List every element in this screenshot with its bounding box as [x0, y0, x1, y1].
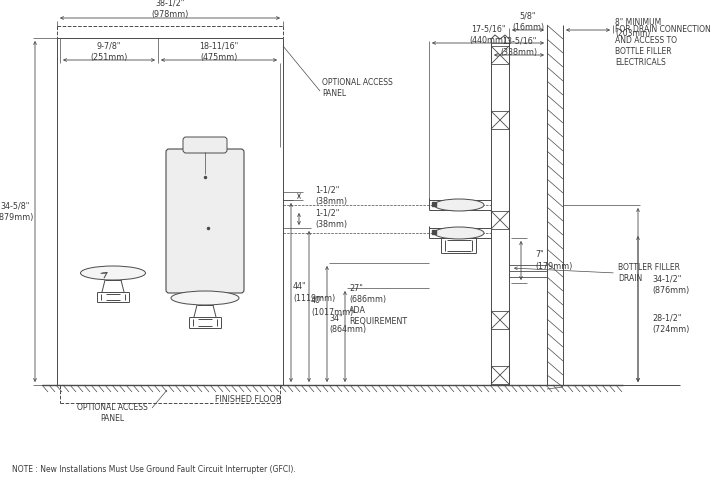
Text: 8" MINIMUM
(203mm): 8" MINIMUM (203mm) — [615, 18, 661, 38]
Text: OPTIONAL ACCESS
PANEL: OPTIONAL ACCESS PANEL — [322, 78, 392, 98]
Ellipse shape — [434, 227, 484, 239]
Text: 27"
(686mm)
ADA
REQUIREMENT: 27" (686mm) ADA REQUIREMENT — [349, 284, 407, 326]
Text: 1-1/2"
(38mm): 1-1/2" (38mm) — [315, 186, 347, 206]
Text: 34-1/2"
(876mm): 34-1/2" (876mm) — [652, 275, 689, 295]
FancyBboxPatch shape — [166, 149, 244, 293]
Text: 5/8"
(16mm): 5/8" (16mm) — [512, 12, 544, 32]
Text: NOTE : New Installations Must Use Ground Fault Circuit Interrupter (GFCI).: NOTE : New Installations Must Use Ground… — [12, 466, 296, 474]
Text: 34-5/8"
(879mm): 34-5/8" (879mm) — [0, 202, 34, 222]
Bar — [491, 111, 509, 129]
Ellipse shape — [81, 266, 145, 280]
Text: 40"
(1017mm): 40" (1017mm) — [311, 296, 354, 317]
Bar — [491, 366, 509, 384]
Text: 17-5/16"
(440mm): 17-5/16" (440mm) — [469, 25, 507, 45]
Text: 28-1/2"
(724mm): 28-1/2" (724mm) — [652, 314, 689, 334]
Text: BOTTLER FILLER
DRAIN: BOTTLER FILLER DRAIN — [618, 263, 680, 283]
Text: 9-7/8"
(251mm): 9-7/8" (251mm) — [90, 42, 127, 62]
Ellipse shape — [434, 199, 484, 211]
Text: 18-11/16"
(475mm): 18-11/16" (475mm) — [199, 42, 238, 62]
Text: FOR DRAIN CONNECTION
AND ACCESS TO
BOTTLE FILLER
ELECTRICALS: FOR DRAIN CONNECTION AND ACCESS TO BOTTL… — [615, 25, 711, 67]
FancyBboxPatch shape — [183, 137, 227, 153]
Text: 34"
(864mm): 34" (864mm) — [329, 314, 366, 334]
Text: 38-1/2"
(978mm): 38-1/2" (978mm) — [151, 0, 189, 19]
Text: OPTIONAL ACCESS
PANEL: OPTIONAL ACCESS PANEL — [76, 403, 148, 423]
Text: 44"
(1119mm): 44" (1119mm) — [293, 283, 336, 303]
Text: 13-5/16"
(338mm): 13-5/16" (338mm) — [500, 37, 538, 57]
Bar — [491, 211, 509, 229]
Bar — [491, 311, 509, 329]
Text: 7"
(179mm): 7" (179mm) — [535, 250, 572, 270]
Ellipse shape — [171, 291, 239, 305]
Bar — [491, 46, 509, 64]
Text: 1-1/2"
(38mm): 1-1/2" (38mm) — [315, 209, 347, 229]
Text: FINISHED FLOOR: FINISHED FLOOR — [215, 394, 282, 404]
